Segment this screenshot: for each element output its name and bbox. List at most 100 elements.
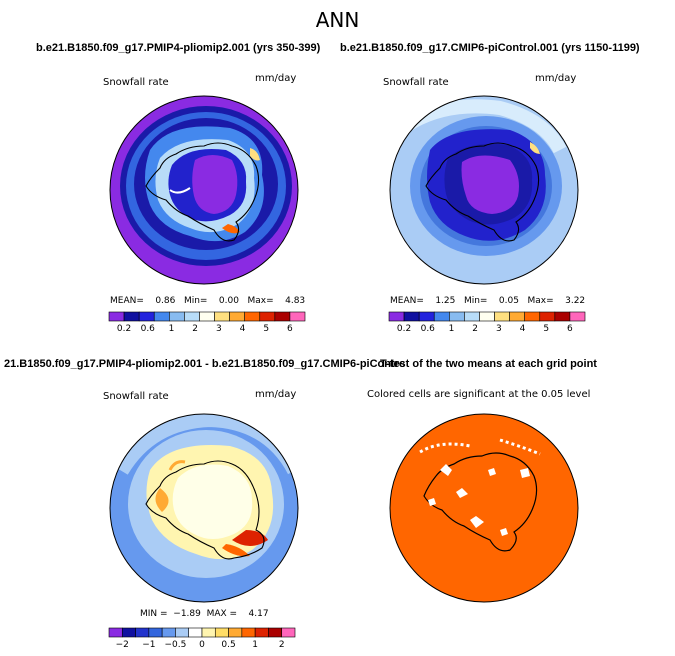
panel3-colorbar-tick-label: 1 (252, 640, 258, 650)
panel3-stats: MIN = −1.89 MAX = 4.17 (140, 609, 269, 619)
panel1-colorbar-tick-label: 6 (287, 324, 293, 334)
panel2-colorbar: 0.2 0.6 1 2 3 4 5 6 (388, 311, 586, 334)
panel3-colorbar-cell (214, 627, 229, 638)
panel1-map-border (109, 95, 299, 285)
panel1-colorbar-tick-label: 5 (263, 324, 269, 334)
panel2-colorbar-cell (449, 311, 465, 322)
panel3-colorbar-cell (188, 627, 203, 638)
panel2-colorbar-cell (418, 311, 435, 322)
panel1-colorbar-cell (138, 311, 155, 322)
panel-title-bottom-right: T-test of the two means at each grid poi… (380, 358, 597, 370)
panel3-colorbar-cell (121, 627, 136, 638)
panel3-colorbar-cell (254, 627, 269, 638)
panel4-caption: Colored cells are significant at the 0.0… (367, 389, 591, 400)
panel2-colorbar-cell (433, 311, 450, 322)
panel3-colorbar-cell (148, 627, 163, 638)
panel3-peninsula-orange (222, 544, 250, 557)
panel2-stats: MEAN= 1.25 Min= 0.05 Max= 3.22 (390, 296, 586, 306)
panel2-plateau (461, 155, 519, 214)
panel2-variable-label: Snowfall rate (383, 77, 449, 88)
panel3-peninsula-red (232, 530, 268, 546)
panel1-white-streak (169, 187, 191, 194)
panel4-nonsignificant-cells (428, 464, 530, 536)
panel1-colorbar-tick-label: 4 (240, 324, 246, 334)
panel1-colorbar-tick-label: 1 (169, 324, 175, 334)
panel1-hotspot-east (250, 148, 260, 161)
panel1-colorbar-cell (214, 311, 230, 322)
panel3-colorbar: −2 −1 −0.5 0 0.5 1 2 (108, 627, 296, 650)
panel2-colorbar-cell (509, 311, 525, 322)
panel1-colorbar-cell (123, 311, 140, 322)
panel1-colorbar-tick-label: 0.6 (141, 324, 156, 334)
panel1-plateau (192, 155, 238, 214)
panel3-colorbar-tick-label: 0 (199, 640, 205, 650)
panel1-units-label: mm/day (255, 73, 297, 84)
panel1-coastline (145, 142, 260, 242)
panel-title-top-left: b.e21.B1850.f09_g17.PMIP4-pliomip2.001 (… (36, 42, 321, 54)
panel4-map-border (389, 413, 579, 603)
panel4-significant-fill (390, 414, 578, 602)
panel1-colorbar-cell (229, 311, 245, 322)
panel2-hotspot (530, 142, 540, 154)
panel4-coastline (423, 452, 538, 552)
panel3-colorbar-cell (201, 627, 216, 638)
panel3-colorbar-cell (268, 627, 283, 638)
panel1-colorbar-cell (169, 311, 185, 322)
panel2-colorbar-cell (403, 311, 420, 322)
panel1-colorbar-cell (108, 311, 125, 322)
panel1-colorbar-cell (259, 311, 276, 322)
panel2-colorbar-tick-label: 0.6 (421, 324, 436, 334)
panel1-colorbar-cell (289, 311, 306, 322)
panel3-colorbar-cell (108, 627, 123, 638)
panel1-colorbar: 0.2 0.6 1 2 3 4 5 6 (108, 311, 306, 334)
panel3-coastline (145, 460, 265, 560)
panel1-colorbar-cell (153, 311, 170, 322)
panel3-colorbar-cell (241, 627, 256, 638)
panel1-colorbar-cell (199, 311, 215, 322)
panel2-colorbar-cell (539, 311, 556, 322)
panel2-coastline (425, 142, 540, 242)
panel3-variable-label: Snowfall rate (103, 391, 169, 402)
panel3-colorbar-tick-label: 2 (279, 640, 285, 650)
panel3-colorbar-tick-label: 0.5 (221, 640, 235, 650)
panel2-colorbar-tick-label: 0.2 (397, 324, 411, 334)
panel3-colorbar-cell (228, 627, 243, 638)
panel4-nonsignificant-band (419, 438, 541, 456)
panel4-map (390, 414, 578, 602)
panel3-colorbar-tick-label: −2 (116, 640, 129, 650)
panel1-colorbar-tick-label: 0.2 (117, 324, 131, 334)
panel2-colorbar-cell (554, 311, 571, 322)
panel2-colorbar-tick-label: 5 (543, 324, 549, 334)
panel2-colorbar-tick-label: 3 (496, 324, 502, 334)
panel2-map (390, 96, 578, 284)
panel1-colorbar-cell (184, 311, 200, 322)
panel2-colorbar-cell (479, 311, 495, 322)
panel3-colorbar-tick-label: −1 (142, 640, 155, 650)
page-title: ANN (315, 8, 360, 32)
panel1-variable-label: Snowfall rate (103, 77, 169, 88)
panel1-colorbar-cell (274, 311, 291, 322)
panel2-colorbar-tick-label: 2 (472, 324, 478, 334)
panel3-west-orange (155, 488, 169, 512)
panel2-colorbar-cell (524, 311, 541, 322)
panel3-colorbar-cell (161, 627, 176, 638)
panel2-colorbar-cell (569, 311, 586, 322)
panel-title-bottom-left: 21.B1850.f09_g17.PMIP4-pliomip2.001 - b.… (4, 358, 404, 370)
panel3-units-label: mm/day (255, 389, 297, 400)
panel3-map-border (109, 413, 299, 603)
panel1-colorbar-tick-label: 3 (216, 324, 222, 334)
panel1-hotspot-peninsula (222, 224, 240, 234)
panel3-plateau (172, 464, 253, 539)
panel3-colorbar-cell (281, 627, 296, 638)
panel3-colorbar-tick-label: −0.5 (164, 640, 186, 650)
panel3-orange-streak (168, 460, 186, 471)
panel2-colorbar-cell (464, 311, 480, 322)
panel2-colorbar-tick-label: 1 (449, 324, 455, 334)
panel2-map-border (389, 95, 579, 285)
panel3-map (110, 414, 298, 602)
panel2-colorbar-tick-label: 4 (520, 324, 526, 334)
panel3-colorbar-cell (135, 627, 150, 638)
panel1-stats: MEAN= 0.86 Min= 0.00 Max= 4.83 (110, 296, 306, 306)
panel2-units-label: mm/day (535, 73, 577, 84)
